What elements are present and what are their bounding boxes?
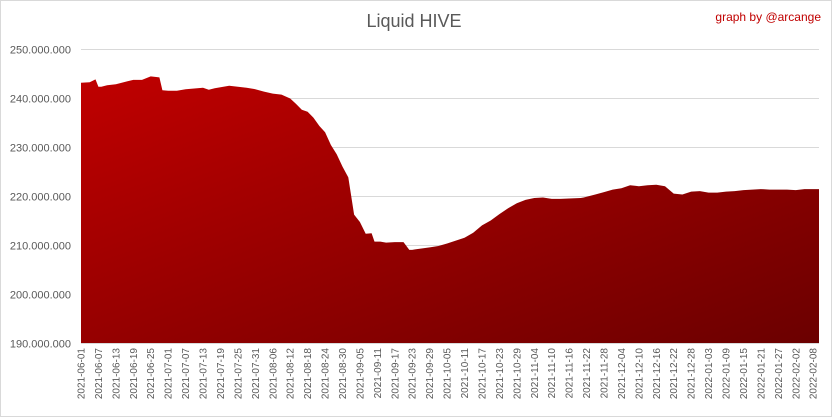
x-tick-label: 2021-10-17: [478, 348, 489, 400]
x-tick-label: 2021-09-05: [355, 348, 366, 400]
area-series-liquid-hive: [81, 76, 819, 344]
x-tick-label: 2021-06-07: [94, 348, 105, 400]
x-tick-label: 2022-01-27: [774, 348, 785, 400]
y-tick-label: 210.000.000: [10, 241, 71, 253]
graph-credit: graph by @arcange: [715, 10, 821, 24]
y-tick-label: 200.000.000: [10, 290, 71, 302]
y-tick-label: 230.000.000: [10, 143, 71, 155]
x-tick-label: 2021-07-31: [251, 348, 262, 400]
x-tick-label: 2021-08-18: [303, 348, 314, 400]
x-tick-label: 2022-02-02: [791, 348, 802, 400]
x-tick-label: 2022-01-21: [756, 348, 767, 400]
x-tick-label: 2022-02-08: [809, 348, 820, 400]
x-tick-label: 2021-06-25: [146, 348, 157, 400]
x-tick-label: 2021-11-04: [530, 348, 541, 399]
y-axis-ticks: 190.000.000 200.000.000 210.000.000 220.000…: [10, 45, 71, 351]
x-axis-ticks: 2021-06-01 2021-06-07 2021-06-13 2021-06-19…: [77, 348, 820, 400]
x-tick-label: 2021-07-25: [233, 348, 244, 400]
x-tick-label: 2021-08-06: [268, 348, 279, 400]
x-tick-label: 2021-07-13: [199, 348, 210, 400]
x-tick-label: 2021-06-01: [77, 348, 88, 400]
x-tick-label: 2021-09-17: [390, 348, 401, 400]
x-tick-label: 2021-10-05: [443, 348, 454, 400]
x-tick-label: 2021-11-16: [565, 348, 576, 399]
x-tick-label: 2021-10-11: [460, 348, 471, 399]
x-tick-label: 2021-11-10: [547, 348, 558, 399]
x-tick-label: 2022-01-09: [722, 348, 733, 400]
x-tick-label: 2021-08-24: [321, 348, 332, 400]
x-tick-label: 2021-09-23: [408, 348, 419, 400]
x-tick-label: 2021-09-11: [373, 348, 384, 399]
y-tick-label: 220.000.000: [10, 192, 71, 204]
x-tick-label: 2021-06-19: [129, 348, 140, 400]
x-tick-label: 2021-08-12: [286, 348, 297, 400]
y-tick-label: 240.000.000: [10, 94, 71, 106]
x-tick-label: 2021-12-28: [687, 348, 698, 400]
x-tick-label: 2021-11-22: [582, 348, 593, 399]
x-tick-label: 2021-08-30: [338, 348, 349, 400]
x-tick-label: 2021-11-28: [600, 348, 611, 399]
chart-title: Liquid HIVE: [366, 11, 461, 31]
x-tick-label: 2021-07-07: [181, 348, 192, 400]
x-tick-label: 2021-07-01: [164, 348, 175, 400]
x-tick-label: 2021-12-04: [617, 348, 628, 400]
x-tick-label: 2021-06-13: [111, 348, 122, 400]
x-tick-label: 2021-12-22: [669, 348, 680, 400]
x-tick-label: 2021-07-19: [216, 348, 227, 400]
y-tick-label: 190.000.000: [10, 339, 71, 351]
x-tick-label: 2022-01-15: [739, 348, 750, 400]
x-tick-label: 2021-09-29: [425, 348, 436, 400]
x-tick-label: 2021-12-10: [634, 348, 645, 400]
x-tick-label: 2021-10-23: [495, 348, 506, 400]
y-tick-label: 250.000.000: [10, 45, 71, 57]
x-tick-label: 2022-01-03: [704, 348, 715, 400]
x-tick-label: 2021-12-16: [652, 348, 663, 400]
x-tick-label: 2021-10-29: [512, 348, 523, 400]
